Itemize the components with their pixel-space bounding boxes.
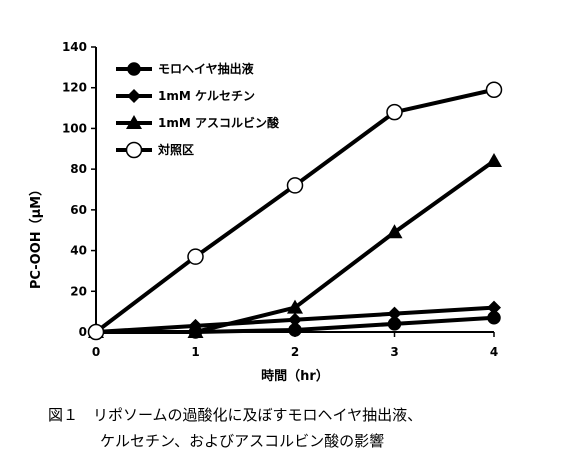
x-tick-label: 2 [291, 345, 299, 359]
series-1-point [487, 300, 501, 315]
y-tick-label: 40 [70, 244, 87, 258]
y-axis-title: PC-OOH（μM） [28, 183, 44, 289]
legend-item: 1mM ケルセチン [116, 89, 255, 103]
x-tick-label: 0 [92, 345, 100, 359]
series-2-point [287, 299, 303, 314]
legend-label: 1mM ケルセチン [158, 89, 255, 103]
legend-swatch-marker [126, 115, 142, 129]
series-3-point [286, 177, 304, 194]
legend-label: 対照区 [157, 142, 194, 157]
legend-item: 対照区 [116, 141, 194, 159]
caption-line-1: 図１ リポソームの過酸化に及ぼすモロヘイヤ抽出液、 [48, 406, 423, 424]
legend-item: 1mM アスコルビン酸 [116, 115, 280, 130]
legend-item: モロヘイヤ抽出液 [116, 61, 254, 76]
caption-line-2: ケルセチン、およびアスコルビン酸の影響 [100, 432, 385, 450]
y-axis-ticks: 0 20 40 60 80 100 120 140 [62, 40, 96, 339]
x-tick-label: 4 [490, 345, 498, 359]
y-tick-label: 100 [62, 121, 87, 135]
y-tick-label: 140 [62, 40, 87, 54]
y-tick-label: 60 [70, 203, 87, 217]
y-tick-label: 80 [70, 162, 87, 176]
legend-swatch-marker [127, 62, 141, 76]
series-2-point [486, 153, 502, 167]
series-1-point [288, 312, 302, 327]
x-tick-label: 3 [390, 345, 398, 359]
series-1 [89, 300, 501, 339]
series-3 [87, 81, 503, 341]
legend-label: 1mM アスコルビン酸 [158, 115, 280, 130]
series-3-point [187, 248, 204, 265]
figure-caption: 図１ リポソームの過酸化に及ぼすモロヘイヤ抽出液、 ケルセチン、およびアスコルビ… [48, 402, 568, 454]
legend-swatch-marker [125, 141, 143, 159]
series-1-point [387, 306, 402, 321]
series-2-point [187, 324, 204, 338]
x-axis-title: 時間（hr） [261, 368, 329, 384]
series-line-3 [94, 87, 495, 334]
series-2-point [386, 224, 403, 239]
series-3-point [485, 81, 503, 98]
series-3-point [87, 323, 105, 341]
series-3-point [386, 103, 403, 121]
legend-label: モロヘイヤ抽出液 [158, 61, 254, 76]
chart: 0 20 40 60 80 100 120 140 0 1 2 3 4 PC-OOH（μM） 時間（h… [28, 40, 503, 384]
y-tick-label: 20 [70, 284, 87, 298]
series-layer [87, 81, 503, 341]
line-chart: 0 20 40 60 80 100 120 140 0 1 2 3 4 PC-OOH（μM） 時間（h… [28, 40, 503, 384]
y-tick-label: 0 [79, 325, 87, 339]
x-tick-label: 1 [191, 345, 199, 359]
series-2 [88, 153, 502, 338]
legend-swatch-marker [127, 89, 141, 103]
y-tick-label: 120 [62, 81, 87, 95]
